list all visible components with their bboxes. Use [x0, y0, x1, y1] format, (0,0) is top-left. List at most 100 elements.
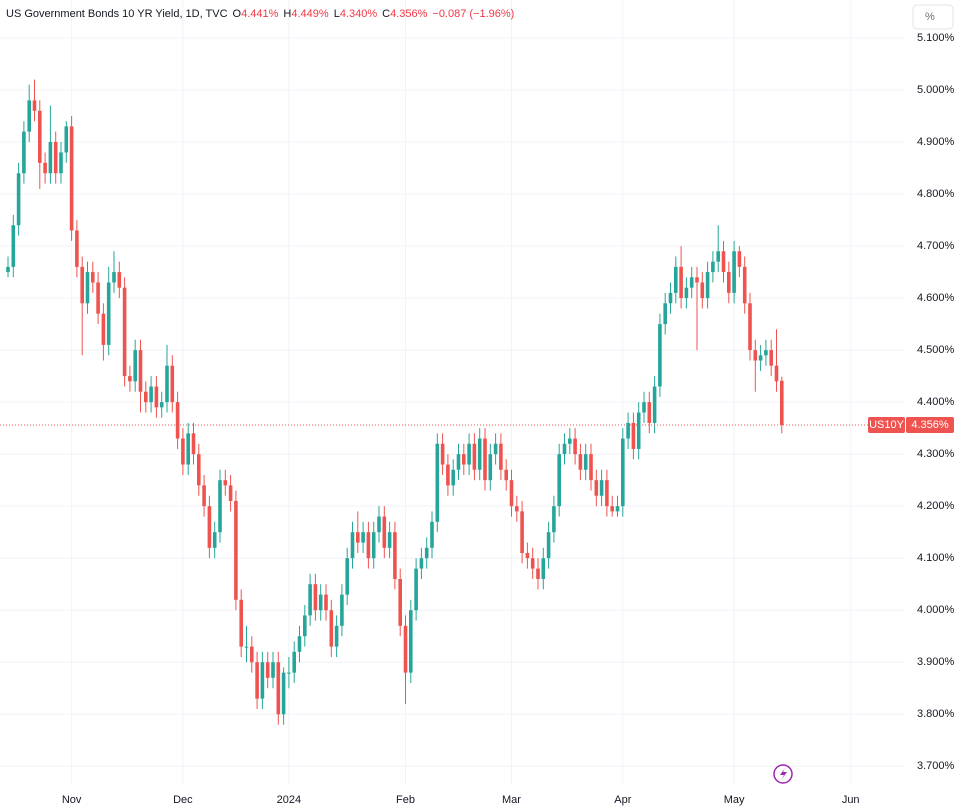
candle-body [488, 454, 493, 481]
candle-body [106, 282, 111, 345]
candle-body [350, 532, 355, 559]
candle-body [483, 438, 487, 481]
candle-body [663, 303, 667, 325]
candle-body [711, 261, 715, 273]
candle-body [456, 454, 461, 470]
candle-body [345, 558, 349, 595]
candle-body [536, 568, 540, 579]
x-tick-label: Mar [502, 794, 521, 806]
candle-body [186, 433, 190, 465]
candle-body [175, 402, 180, 439]
candle-body [721, 251, 726, 273]
x-tick-label: Apr [614, 794, 631, 806]
candle-body [313, 584, 318, 611]
candle-body [727, 272, 731, 293]
candle-body [509, 480, 514, 507]
candle-body [11, 225, 16, 267]
candle-body [165, 365, 169, 403]
candle-body [626, 422, 630, 439]
candle-body [112, 272, 116, 283]
y-tick-label: 3.800% [917, 708, 955, 720]
candle-body [371, 532, 376, 559]
candle-body [568, 438, 572, 444]
y-tick-label: 4.300% [917, 448, 955, 460]
candle-body [615, 506, 620, 512]
candle-body [472, 443, 477, 470]
candle-body [170, 365, 175, 403]
candle-body [599, 480, 604, 496]
candle-body [658, 324, 662, 387]
y-tick-label: 4.500% [917, 344, 955, 356]
y-tick-label: 4.000% [917, 604, 955, 616]
candle-body [684, 287, 689, 299]
candle-body [38, 110, 42, 163]
y-tick-label: 5.000% [917, 84, 955, 96]
candle-body [191, 433, 196, 455]
y-tick-label: 4.800% [917, 188, 955, 200]
x-tick-label: Dec [173, 794, 193, 806]
x-tick-label: Feb [396, 794, 415, 806]
candle-body [748, 303, 752, 351]
candle-body [758, 355, 763, 361]
candle-body [557, 454, 561, 507]
candle-body [276, 662, 281, 715]
candle-body [403, 625, 408, 673]
candle-body [202, 485, 206, 507]
candle-body [753, 350, 758, 361]
candle-body [387, 532, 392, 548]
candle-body [271, 662, 275, 678]
alert-bolt [780, 768, 787, 780]
candle-body [562, 443, 567, 455]
candle-body [144, 391, 148, 403]
candle-body [361, 532, 365, 543]
candle-body [138, 350, 143, 392]
ohlc-key: O [232, 8, 242, 20]
candle-body [287, 672, 291, 674]
candle-body [75, 230, 79, 267]
candle-body [515, 506, 519, 512]
candle-body [149, 386, 153, 403]
candle-body [541, 558, 546, 579]
candle-body [181, 438, 185, 465]
candle-body [409, 610, 413, 673]
candle-body [91, 272, 95, 283]
y-tick-label: 4.400% [917, 396, 955, 408]
candle-body [430, 521, 434, 548]
candle-body [64, 126, 69, 153]
candle-body [652, 386, 657, 423]
candle-body [610, 506, 614, 512]
unit-button[interactable] [912, 4, 954, 30]
candle-body [356, 532, 360, 543]
y-tick-label: 3.700% [917, 760, 955, 772]
candle-body [260, 662, 265, 699]
y-tick-label: 4.700% [917, 240, 955, 252]
candle-body [43, 162, 47, 174]
candle-body [250, 646, 254, 663]
candle-body [674, 266, 678, 293]
candle-body [48, 142, 53, 174]
ohlc-value: 4.340% [339, 8, 378, 20]
candle-body [546, 532, 551, 559]
candle-body [774, 365, 779, 382]
candle-body [122, 287, 127, 377]
candle-body [255, 662, 259, 699]
candle-body [218, 480, 222, 533]
candle-body [493, 443, 498, 455]
candle-body [530, 558, 535, 569]
candle-body [32, 100, 37, 111]
candle-body [716, 251, 720, 262]
candle-body [435, 443, 440, 522]
candle-body [265, 662, 270, 678]
candle-body [382, 516, 387, 548]
candle-body [22, 131, 26, 174]
candle-body [329, 610, 334, 647]
candle-body [154, 386, 159, 408]
candle-body [27, 100, 31, 132]
candle-body [499, 443, 503, 470]
x-tick-label: Nov [62, 794, 82, 806]
candle-body [419, 558, 424, 569]
candle-body [334, 625, 339, 647]
